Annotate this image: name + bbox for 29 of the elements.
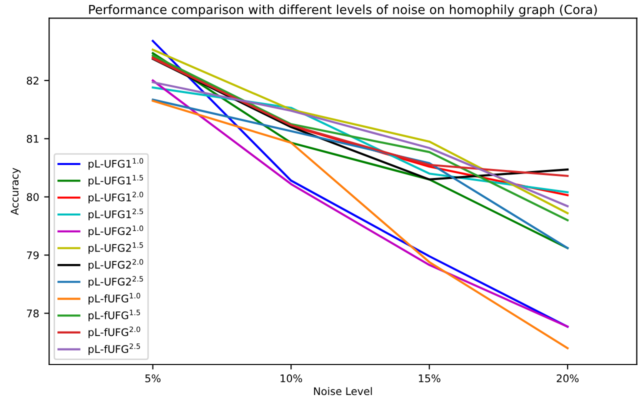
legend-label: pL-UFG1$^{1.5}$ [88, 175, 143, 186]
x-axis-title: Noise Level [314, 387, 372, 396]
legend-label: pL-UFG1$^{1.0}$ [88, 158, 144, 170]
y-tick-label: 82 [26, 76, 38, 85]
x-tick-label: 5% [145, 374, 161, 382]
legend-label: pL-UFG2$^{1.0}$ [88, 226, 144, 238]
y-tick-label: 81 [26, 134, 38, 143]
x-tick-label: 10% [280, 374, 302, 382]
x-tick-label: 15% [418, 374, 440, 382]
legend-label: pL-fUFG$^{1.0}$ [88, 292, 140, 305]
legend-label: pL-UFG1$^{2.5}$ [88, 208, 143, 220]
y-tick-label: 80 [26, 193, 39, 201]
legend-label: pL-UFG2$^{2.0}$ [88, 259, 144, 271]
line-series [152, 100, 569, 350]
legend-label: pL-UFG1$^{2.0}$ [88, 192, 144, 204]
legend-label: pL-fUFG$^{2.5}$ [88, 343, 140, 356]
y-tick-label: 78 [27, 310, 39, 318]
legend-label: pL-UFG2$^{2.5}$ [88, 276, 143, 288]
line-series [152, 81, 569, 208]
legend-label: pL-fUFG$^{2.0}$ [88, 326, 140, 338]
x-tick-label: 20% [556, 374, 579, 382]
line-series [152, 86, 569, 194]
legend-label: pL-fUFG$^{1.5}$ [88, 310, 140, 322]
y-axis-title: Accuracy [10, 168, 21, 216]
chart-title: Performance comparison with different levels of noise on homophily graph (Cora) [89, 4, 597, 17]
line-series [152, 98, 569, 250]
y-tick-label: 79 [27, 251, 39, 260]
legend-label: pL-UFG2$^{1.5}$ [88, 242, 143, 254]
line-series [152, 52, 569, 250]
